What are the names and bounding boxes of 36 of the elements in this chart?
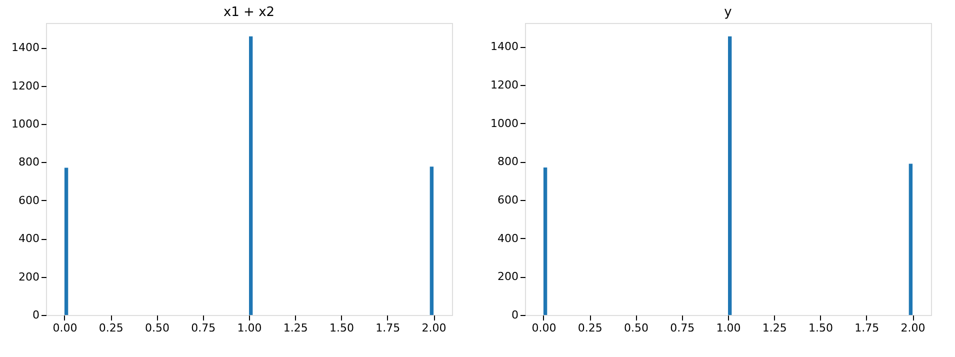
y-tick-label: 0 bbox=[512, 308, 518, 322]
x-tick-label: 0.75 bbox=[670, 322, 695, 334]
chart-title: x1 + x2 bbox=[223, 5, 275, 20]
y-tick-label: 1200 bbox=[12, 79, 40, 92]
x-tick-label: 0.25 bbox=[578, 322, 602, 334]
y-tick-label: 1400 bbox=[490, 40, 518, 54]
x-tick-label: 2.00 bbox=[900, 322, 926, 334]
x-tick-label: 1.50 bbox=[808, 322, 834, 334]
y-tick-label: 1400 bbox=[12, 41, 40, 54]
x-tick-label: 0.75 bbox=[191, 322, 216, 334]
x-tick-label: 0.50 bbox=[144, 322, 170, 334]
y-tick-label: 600 bbox=[18, 194, 40, 207]
x-tick-label: 0.50 bbox=[624, 322, 648, 334]
y-tick-label: 1000 bbox=[490, 116, 518, 130]
x-tick-label: 1.25 bbox=[283, 322, 308, 334]
y-tick-label: 200 bbox=[498, 270, 518, 284]
x-tick-label: 1.00 bbox=[716, 322, 741, 334]
y-tick-label: 800 bbox=[498, 155, 518, 168]
chart-title: y bbox=[724, 5, 732, 20]
x-tick-label: 2.00 bbox=[422, 322, 446, 334]
y-tick-label: 1000 bbox=[12, 118, 40, 131]
y-tick-label: 0 bbox=[32, 308, 40, 322]
x-tick-label: 1.00 bbox=[237, 322, 262, 334]
x-tick-label: 0.25 bbox=[98, 322, 124, 334]
x-tick-label: 0.00 bbox=[532, 322, 556, 334]
y-tick-label: 200 bbox=[18, 270, 40, 284]
x-tick-label: 1.50 bbox=[330, 322, 354, 334]
y-tick-label: 800 bbox=[18, 156, 40, 169]
x-tick-label: 1.75 bbox=[854, 322, 880, 334]
x-tick-label: 0.00 bbox=[52, 322, 78, 334]
x-tick-label: 1.75 bbox=[376, 322, 400, 334]
y-tick-label: 600 bbox=[498, 193, 518, 206]
x-tick-label: 1.25 bbox=[762, 322, 787, 334]
y-tick-label: 400 bbox=[498, 232, 518, 245]
y-tick-label: 400 bbox=[18, 232, 40, 246]
y-tick-label: 1200 bbox=[490, 78, 518, 92]
